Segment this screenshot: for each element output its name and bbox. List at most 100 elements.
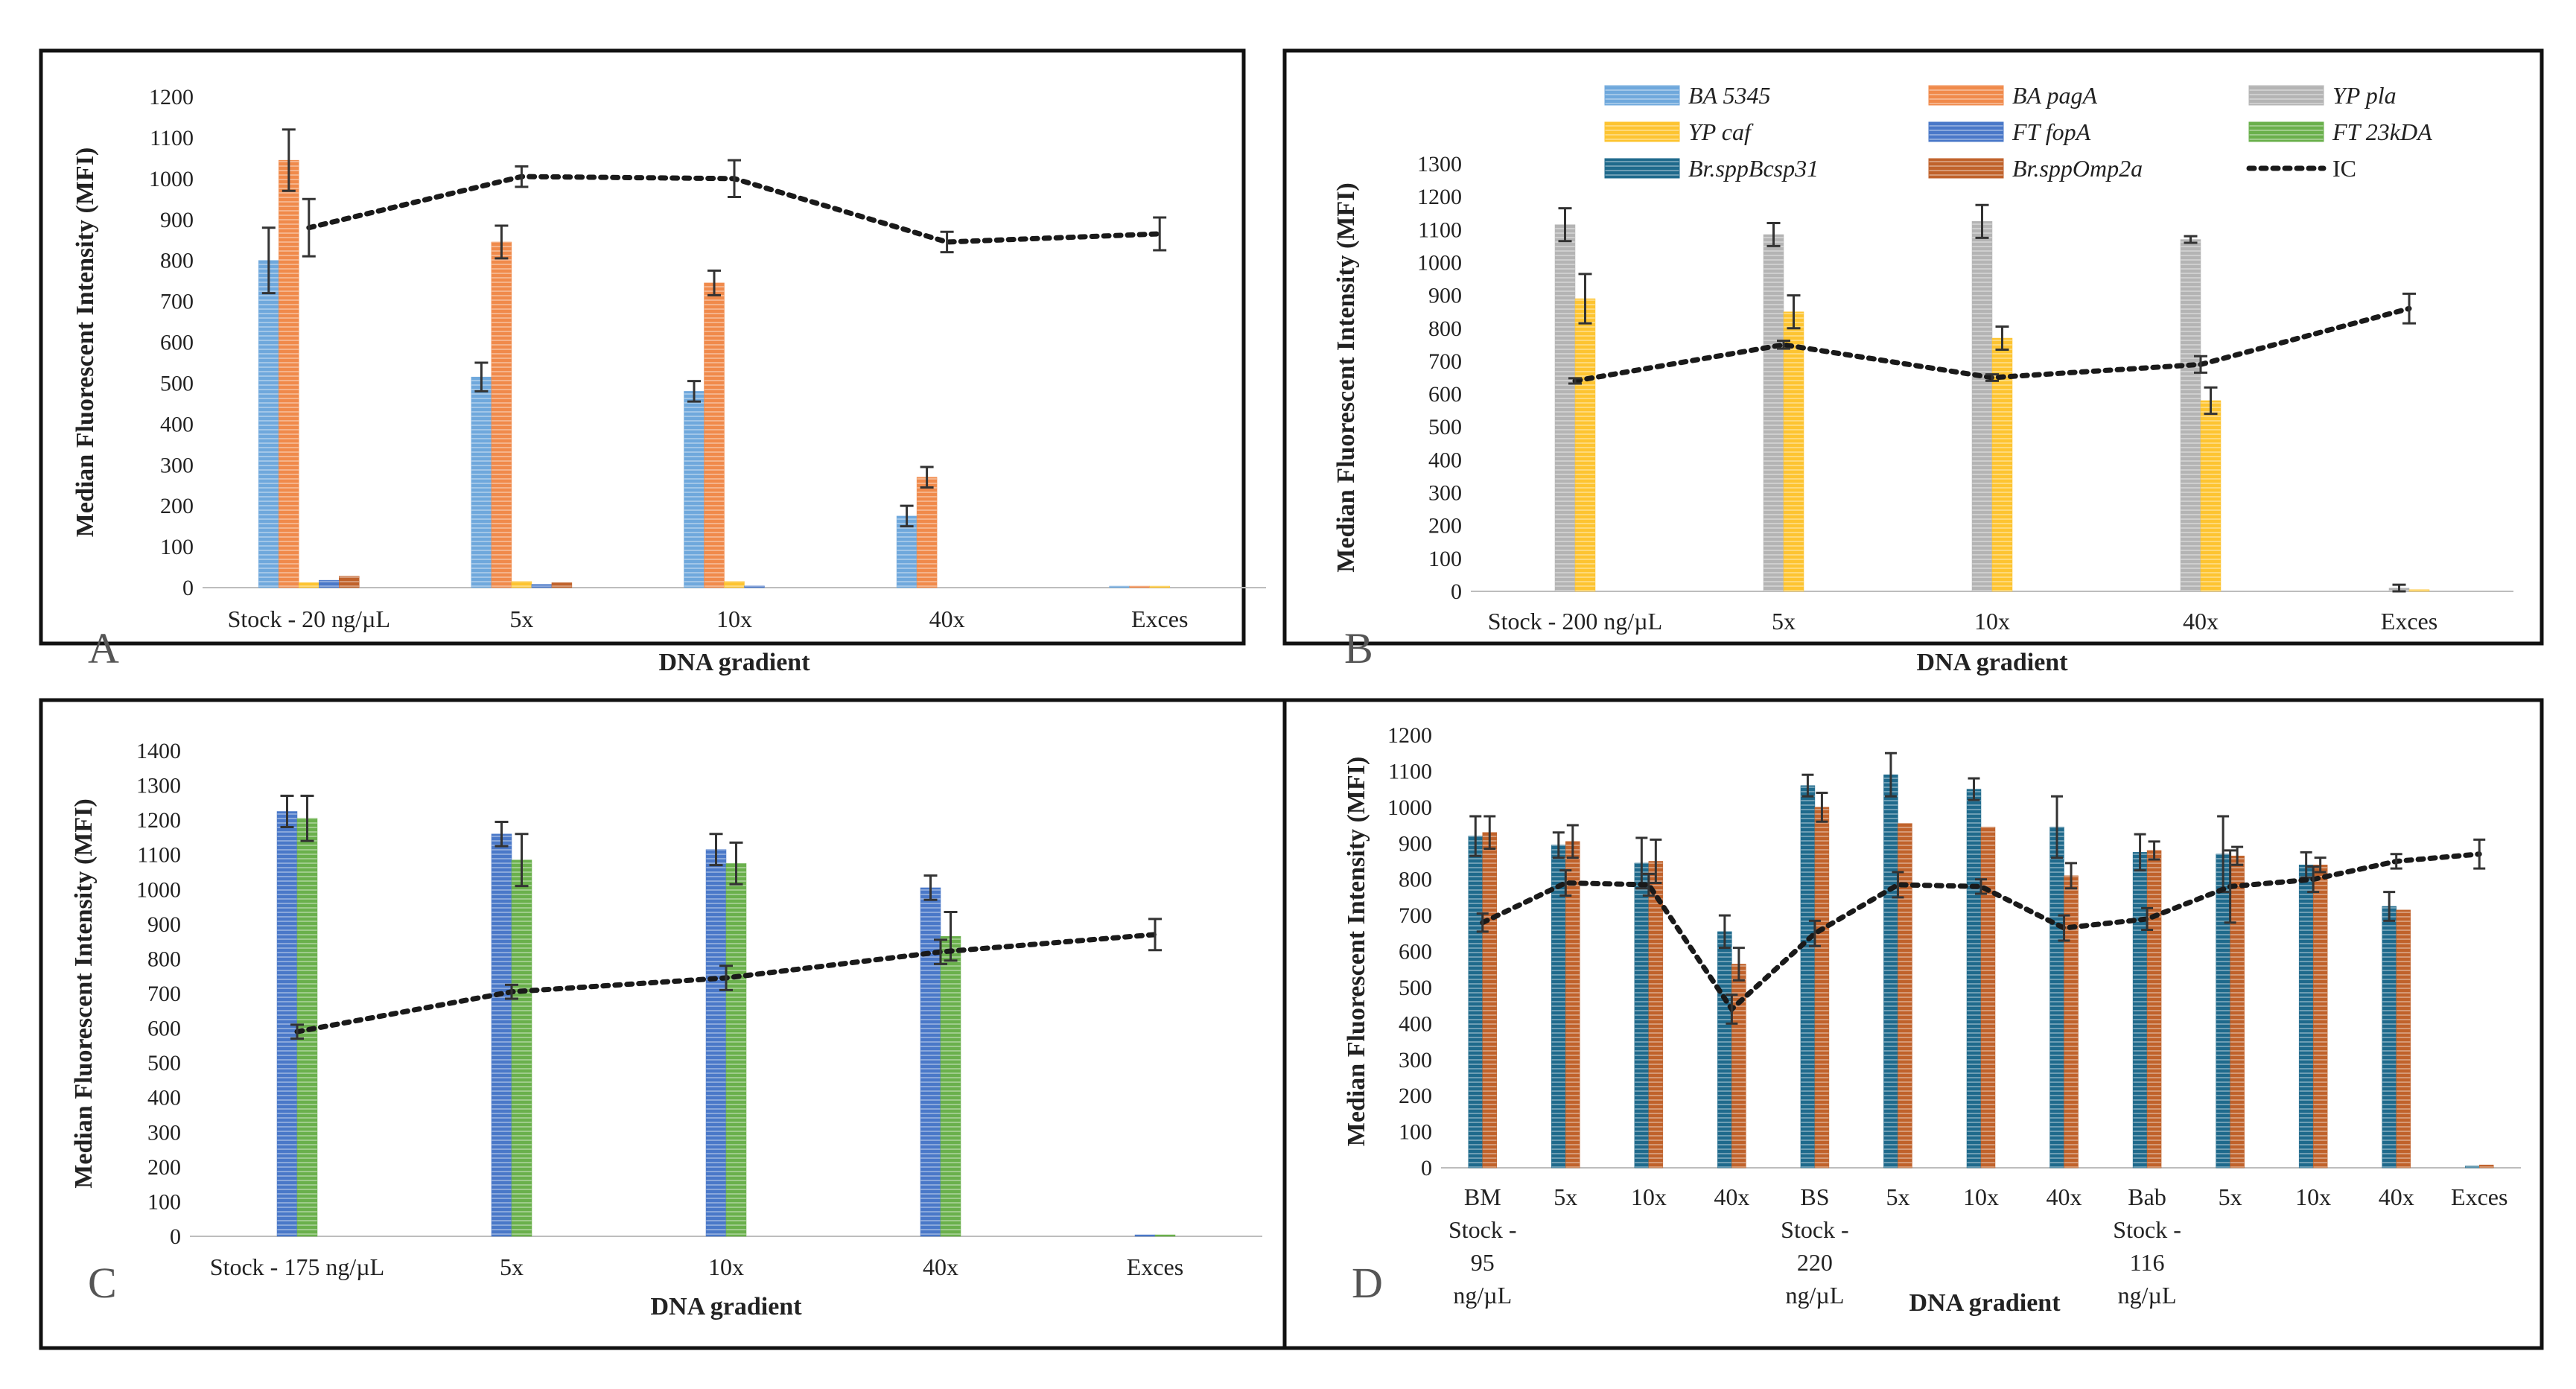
error-bar xyxy=(1732,947,1745,982)
bar-BrBcsp31-7 xyxy=(2049,827,2064,1169)
legend-label: YP caf xyxy=(1688,118,1754,145)
error-bar xyxy=(261,226,276,295)
error-bar xyxy=(1884,751,1897,798)
bar-BrOmp2a-0 xyxy=(339,576,360,588)
bar-BrOmp2a-8 xyxy=(2146,850,2162,1169)
bar-BA5345-2 xyxy=(684,391,705,588)
ic-error-bar xyxy=(1568,377,1582,385)
x-category-label: 40x xyxy=(1714,1183,1749,1210)
bar-YPcaf-3 xyxy=(2200,400,2222,592)
error-bar xyxy=(2184,235,2198,244)
y-tick-label: 1100 xyxy=(1388,759,1432,784)
y-tick-label: 0 xyxy=(1451,579,1462,604)
error-bar xyxy=(2204,386,2218,416)
y-tick-label: 800 xyxy=(147,947,181,971)
panel-frame xyxy=(1282,48,2544,646)
bar-BA5345-1 xyxy=(471,376,492,588)
x-category-label: 40x xyxy=(2047,1183,2082,1210)
error-bar xyxy=(729,841,743,886)
error-bar xyxy=(1801,773,1814,798)
legend-item-FT23kDA: FT 23kDA xyxy=(2248,118,2432,145)
bar-BrOmp2a-4 xyxy=(1814,807,1830,1169)
error-bar xyxy=(1787,294,1801,330)
panel-frame xyxy=(39,48,1246,646)
y-tick-label: 200 xyxy=(160,494,194,518)
x-category-label: Bab Stock -116 ng/µL xyxy=(2113,1183,2181,1309)
y-tick-label: 300 xyxy=(1399,1048,1432,1072)
legend-item-YPpla: YP pla xyxy=(2248,82,2397,109)
ic-error-bar xyxy=(2194,355,2207,374)
x-category-label: BS Stock -220 ng/µL xyxy=(1781,1183,1849,1309)
bar-BrBcsp31-12 xyxy=(2464,1166,2480,1169)
bar-YPpla-3 xyxy=(2180,239,2201,592)
bar-BrOmp2a-2 xyxy=(1648,861,1664,1169)
x-category-label: Exces xyxy=(2451,1183,2507,1210)
error-bar xyxy=(515,833,529,888)
y-tick-label: 1000 xyxy=(149,167,194,191)
x-category-label: 10x xyxy=(708,1253,744,1280)
panel-c: 0 100 200 300 400 500 600 700 800 900 1000 1100 1200… xyxy=(39,698,1287,1350)
error-bar xyxy=(1995,325,2009,351)
y-tick-label: 400 xyxy=(1399,1011,1432,1036)
bar-FTfopA-1 xyxy=(531,584,553,588)
error-bar xyxy=(1566,824,1579,859)
x-axis-title: DNA gradient xyxy=(658,649,810,676)
ic-error-bar xyxy=(1892,871,1904,899)
legend-swatch xyxy=(2248,85,2324,106)
error-bar xyxy=(494,224,509,260)
ic-error-bar xyxy=(2058,914,2070,942)
bar-FT23kDA-1 xyxy=(511,859,532,1237)
bar-BrOmp2a-7 xyxy=(2064,875,2079,1169)
error-bar xyxy=(1558,207,1572,243)
ic-error-bar xyxy=(1777,340,1790,350)
y-tick-label: 300 xyxy=(1428,481,1462,506)
legend-swatch xyxy=(1928,158,2004,179)
y-tick-label: 900 xyxy=(1399,831,1432,856)
ic-error-bar xyxy=(1153,216,1167,252)
x-category-label: 5x xyxy=(2219,1183,2242,1210)
ic-error-bar xyxy=(934,938,947,965)
x-category-label: 10x xyxy=(1631,1183,1667,1210)
bar-BrBcsp31-9 xyxy=(2216,854,2230,1169)
legend-item-BA5345: BA 5345 xyxy=(1604,82,1771,109)
error-bar xyxy=(2051,795,2064,859)
bar-BrBcsp31-10 xyxy=(2298,865,2314,1169)
bar-BA5345-4 xyxy=(1109,585,1130,588)
x-category-label: 40x xyxy=(2183,608,2219,635)
bar-BApagA-4 xyxy=(1129,585,1150,588)
y-tick-label: 1100 xyxy=(1418,217,1462,242)
panel-frame xyxy=(1282,698,2544,1350)
y-tick-label: 600 xyxy=(1428,382,1462,407)
y-tick-label: 200 xyxy=(147,1155,181,1180)
y-tick-label: 1400 xyxy=(136,739,181,763)
bar-YPcaf-4 xyxy=(1149,585,1170,588)
legend-label: IC xyxy=(2332,155,2356,182)
bar-YPpla-0 xyxy=(1554,224,1576,592)
bar-BA5345-0 xyxy=(258,260,279,588)
ic-error-bar xyxy=(1476,912,1489,933)
y-tick-label: 400 xyxy=(160,412,194,436)
bar-BrOmp2a-5 xyxy=(1898,823,1912,1169)
x-category-label: 5x xyxy=(509,605,533,632)
legend: BA 5345 BA pagA YP pla YP caf FT fopA FT 23kD… xyxy=(1604,82,2432,182)
y-tick-label: 100 xyxy=(147,1189,181,1214)
x-axis-title: DNA gradient xyxy=(1916,649,2068,676)
y-tick-label: 900 xyxy=(160,208,194,232)
panel-letter: A xyxy=(88,624,119,673)
x-category-label: 5x xyxy=(1772,608,1796,635)
x-axis-title: DNA gradient xyxy=(1909,1289,2061,1317)
legend-item-BApagA: BA pagA xyxy=(1928,82,2098,109)
panel-b: 0 100 200 300 400 500 600 700 800 900 1000 1100 1200… xyxy=(1282,48,2544,676)
y-tick-label: 1200 xyxy=(149,85,194,109)
x-axis-title: DNA gradient xyxy=(650,1293,802,1320)
legend-label: FT 23kDA xyxy=(2332,118,2432,145)
x-category-label: 5x xyxy=(500,1253,524,1280)
bar-BrOmp2a-1 xyxy=(1565,841,1580,1169)
panels: 0100200300400500600700800900100011001200… xyxy=(39,48,2544,1350)
y-tick-label: 800 xyxy=(1399,868,1432,892)
ic-error-bar xyxy=(1726,994,1738,1025)
y-tick-label: 700 xyxy=(1399,903,1432,928)
x-category-label: 10x xyxy=(1974,608,2010,635)
ic-error-bar xyxy=(2224,849,2236,924)
